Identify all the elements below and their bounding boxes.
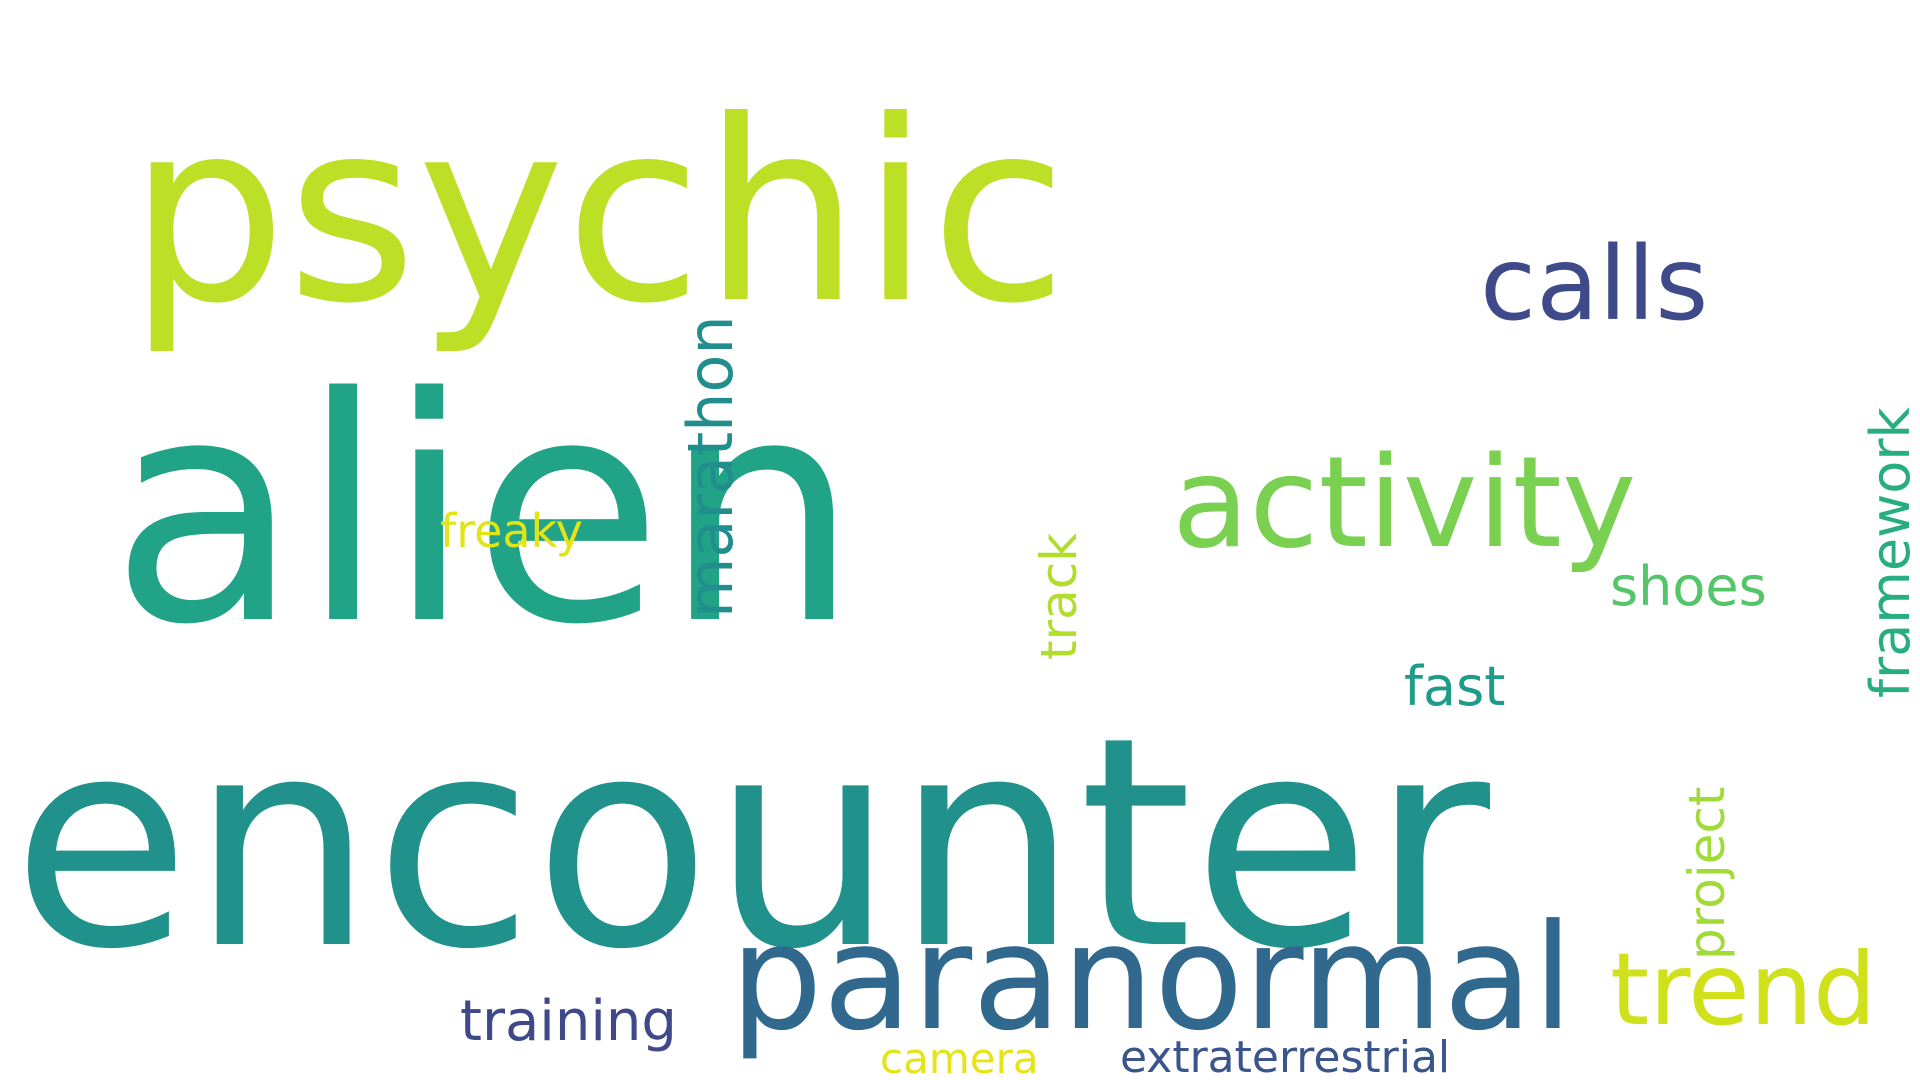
word-freaky: freaky: [440, 504, 583, 558]
word-activity: activity: [1172, 429, 1637, 576]
word-psychic: psychic: [128, 67, 1068, 358]
word-extraterrestrial: extraterrestrial: [1120, 1032, 1451, 1080]
word-trend: trend: [1610, 931, 1877, 1048]
word-fast: fast: [1404, 655, 1506, 718]
word-calls: calls: [1480, 225, 1709, 344]
word-marathon: marathon: [674, 315, 747, 618]
word-framework: framework: [1859, 407, 1920, 698]
word-project: project: [1678, 786, 1736, 960]
word-alien: alien: [110, 332, 860, 693]
word-shoes: shoes: [1610, 555, 1767, 618]
word-track: track: [1030, 532, 1088, 660]
word-paranormal: paranormal: [730, 893, 1574, 1063]
word-camera: camera: [880, 1034, 1039, 1080]
word-encounter: encounter: [12, 676, 1491, 1013]
word-training: training: [460, 989, 677, 1054]
